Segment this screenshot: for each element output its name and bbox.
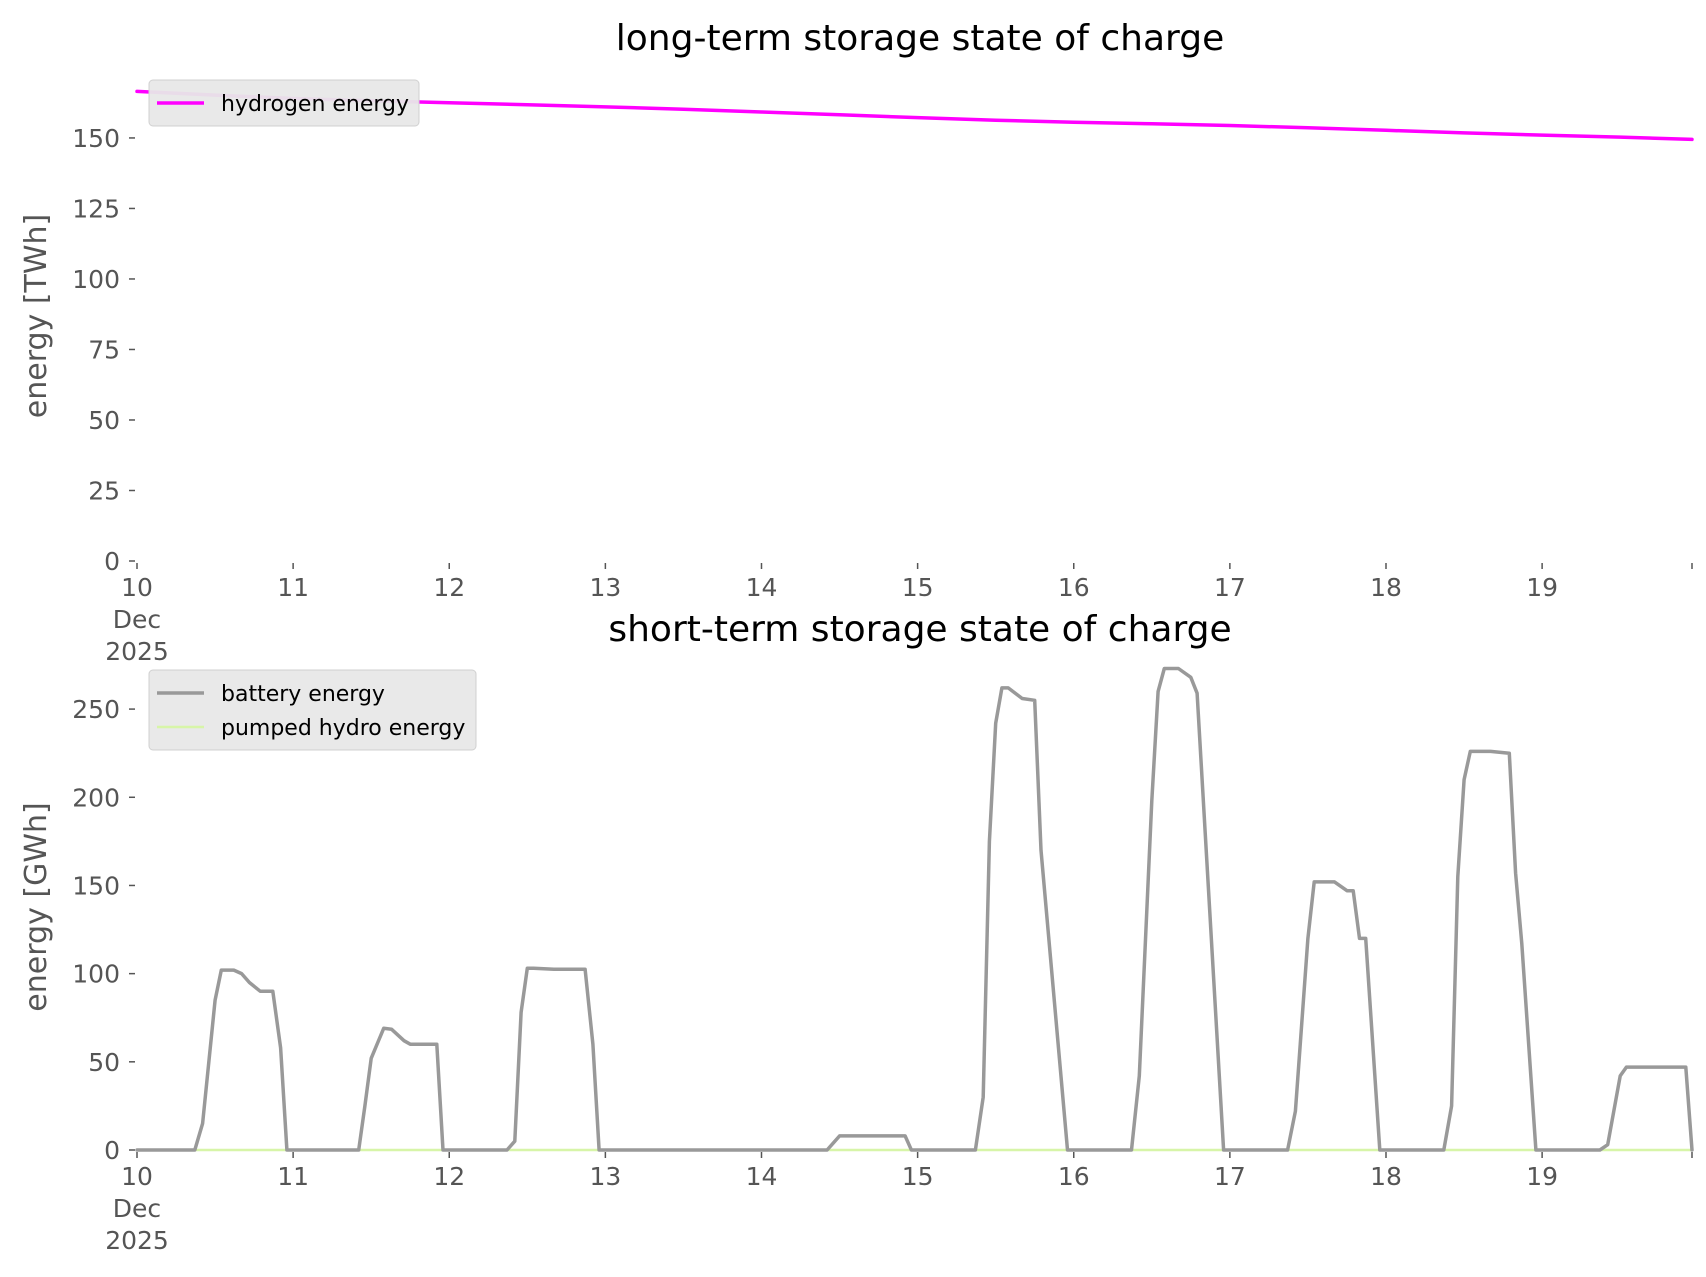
short-term-x-tick-label: 15 [902, 1162, 934, 1191]
short-term-x-tick-label-line: 13 [589, 1162, 621, 1191]
short-term-x-tick-label-line: Dec [113, 1194, 161, 1223]
long-term-y-tick-label: 100 [72, 265, 120, 294]
short-term-y-tick-label: 250 [72, 695, 120, 724]
long-term-x-tick-label-line: 14 [746, 573, 778, 602]
short-term-x-tick-label: 13 [589, 1162, 621, 1191]
long-term-x-tick-label: 15 [902, 573, 934, 602]
long-term-y-tick-label: 25 [88, 476, 120, 505]
short-term-x-tick-label-line: 2025 [105, 1226, 169, 1255]
short-term-chart-title: short-term storage state of charge [608, 609, 1231, 650]
short-term-legend-box [148, 669, 477, 751]
long-term-x-tick-label-line: 16 [1058, 573, 1090, 602]
short-term-x-tick-label-line: 16 [1058, 1162, 1090, 1191]
short-term-x-tick-label: 17 [1214, 1162, 1246, 1191]
battery-energy-legend-label: battery energy [221, 682, 385, 707]
long-term-y-tick-label: 50 [88, 406, 120, 435]
long-term-storage-panel: long-term storage state of charge energy… [19, 18, 1694, 666]
long-term-y-tick-label: 125 [72, 194, 120, 223]
short-term-x-tick-label: 10 Dec 2025 [105, 1162, 169, 1255]
long-term-y-tick-label: 75 [88, 335, 120, 364]
long-term-y-axis-label: energy [TWh] [19, 214, 54, 418]
short-term-x-tick-label-line: 10 [121, 1162, 153, 1191]
long-term-x-tick-label: 18 [1370, 573, 1402, 602]
short-term-x-tick-label-line: 12 [433, 1162, 465, 1191]
short-term-x-tick-label: 14 [746, 1162, 778, 1191]
short-term-y-tick-label: 100 [72, 960, 120, 989]
long-term-x-tick-label: 19 [1526, 573, 1558, 602]
long-term-x-tick-label-line: 13 [589, 573, 621, 602]
long-term-x-tick-label: 13 [589, 573, 621, 602]
long-term-x-tick-label: 12 [433, 573, 465, 602]
long-term-x-tick-label-line: Dec [113, 605, 161, 634]
short-term-x-tick-label-line: 19 [1526, 1162, 1558, 1191]
short-term-series [135, 666, 1694, 1152]
short-term-x-tick-label: 18 [1370, 1162, 1402, 1191]
long-term-x-tick-label: 17 [1214, 573, 1246, 602]
long-term-x-tick-label: 16 [1058, 573, 1090, 602]
long-term-x-tick-label: 11 [277, 573, 309, 602]
short-term-x-tick-label-line: 14 [746, 1162, 778, 1191]
battery-energy-line [135, 666, 1694, 1152]
short-term-y-tick-label: 150 [72, 871, 120, 900]
long-term-x-tick-label-line: 17 [1214, 573, 1246, 602]
short-term-x-tick-label: 11 [277, 1162, 309, 1191]
short-term-x-tick-label: 12 [433, 1162, 465, 1191]
long-term-x-tick-label: 10 Dec 2025 [105, 573, 169, 666]
long-term-x-tick-label-line: 11 [277, 573, 309, 602]
short-term-y-tick-label: 0 [104, 1136, 120, 1165]
short-term-y-axis-label: energy [GWh] [19, 802, 54, 1011]
long-term-x-tick-label-line: 12 [433, 573, 465, 602]
short-term-legend: battery energy pumped hydro energy [148, 669, 477, 751]
long-term-y-tick-label: 0 [104, 547, 120, 576]
short-term-axes: 0 50 100 150 200 250 10 Dec 2025 11 12 13 14 15 16 17 18… [72, 695, 1693, 1255]
short-term-x-tick-label-line: 18 [1370, 1162, 1402, 1191]
short-term-storage-panel: short-term storage state of charge energ… [19, 609, 1694, 1255]
hydrogen-energy-legend-label: hydrogen energy [221, 92, 409, 117]
long-term-x-tick-label-line: 10 [121, 573, 153, 602]
long-term-y-tick-label: 150 [72, 124, 120, 153]
short-term-x-tick-label-line: 11 [277, 1162, 309, 1191]
long-term-x-tick-label: 14 [746, 573, 778, 602]
short-term-y-tick-label: 200 [72, 783, 120, 812]
short-term-y-tick-label: 50 [88, 1048, 120, 1077]
long-term-x-tick-label-line: 2025 [105, 637, 169, 666]
short-term-x-tick-label: 19 [1526, 1162, 1558, 1191]
long-term-x-tick-label-line: 18 [1370, 573, 1402, 602]
long-term-legend: hydrogen energy [148, 79, 420, 127]
short-term-x-tick-label-line: 17 [1214, 1162, 1246, 1191]
pumped-hydro-energy-legend-label: pumped hydro energy [221, 716, 465, 741]
short-term-x-tick-label: 16 [1058, 1162, 1090, 1191]
long-term-x-tick-label-line: 19 [1526, 573, 1558, 602]
short-term-x-tick-label-line: 15 [902, 1162, 934, 1191]
long-term-axes: 0 25 50 75 100 125 150 10 Dec 2025 11 12 13 14 15 16 17 1… [72, 124, 1693, 666]
long-term-chart-title: long-term storage state of charge [616, 18, 1224, 59]
long-term-x-tick-label-line: 15 [902, 573, 934, 602]
long-term-legend-box [148, 79, 420, 127]
